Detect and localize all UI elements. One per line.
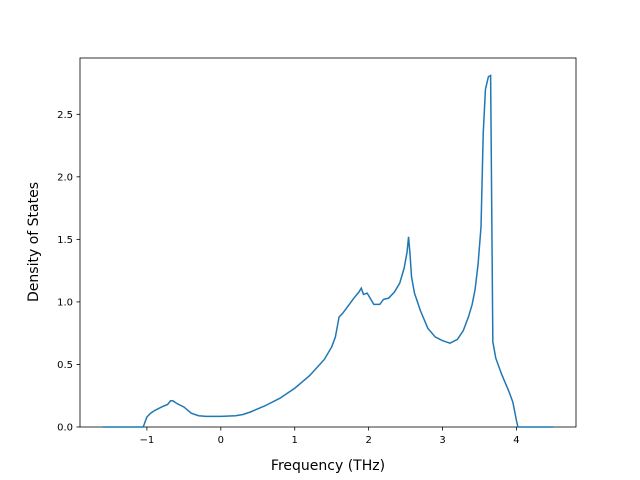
plot-frame: [79, 57, 577, 428]
y-tick-label: 0.0: [57, 423, 73, 434]
y-tick-label: 2.0: [57, 172, 73, 183]
y-tick-label: 1.5: [57, 235, 73, 246]
x-tick-label: 1: [292, 435, 298, 446]
x-axis-label: Frequency (THz): [271, 458, 385, 474]
x-tick-label: −1: [140, 435, 155, 446]
y-tick-label: 1.0: [57, 297, 73, 308]
x-tick-label: 2: [365, 435, 371, 446]
line: [102, 74, 554, 428]
x-tick-label: 4: [513, 435, 519, 446]
y-tick-label: 2.5: [57, 110, 73, 121]
y-axis-label: Density of States: [26, 182, 42, 302]
x-tick-label: 0: [218, 435, 224, 446]
x-tick-label: 3: [439, 435, 445, 446]
y-tick-label: 0.5: [57, 360, 73, 371]
